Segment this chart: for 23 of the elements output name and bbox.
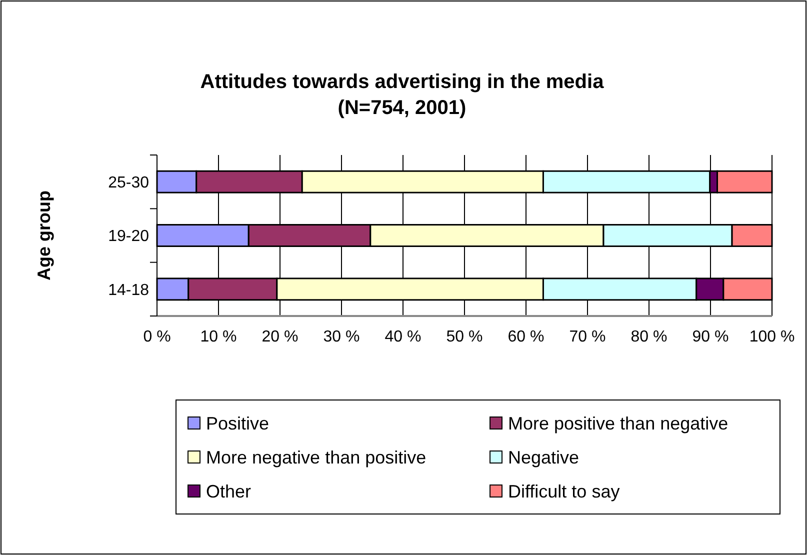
x-tick-label: 50 % <box>446 328 483 346</box>
x-tick-label: 30 % <box>323 328 360 346</box>
chart-title: Attitudes towards advertising in the media <box>200 71 605 93</box>
legend-label: More negative than positive <box>206 447 426 468</box>
chart-subtitle: (N=754, 2001) <box>338 97 466 119</box>
x-tick-label: 40 % <box>384 328 422 346</box>
legend-label: Difficult to say <box>508 481 620 502</box>
x-tick-label: 60 % <box>508 328 544 346</box>
x-tick-label: 100 % <box>749 328 795 346</box>
x-tick-label: 10 % <box>200 328 237 346</box>
x-tick-label: 0 % <box>143 328 171 346</box>
x-tick-label: 20 % <box>262 328 298 346</box>
legend-label: Positive <box>206 413 270 434</box>
x-tick-label: 80 % <box>630 328 668 346</box>
x-tick-label: 90 % <box>692 328 729 346</box>
y-axis-title: Age group <box>34 190 54 280</box>
y-tick-label: 19-20 <box>108 228 150 246</box>
legend-label: Negative <box>508 447 580 468</box>
legend-label: Other <box>206 481 252 502</box>
x-tick-label: 70 % <box>569 328 606 346</box>
legend-label: More positive than negative <box>508 413 728 434</box>
y-tick-label: 14-18 <box>108 282 150 299</box>
y-tick-label: 25-30 <box>108 174 150 192</box>
